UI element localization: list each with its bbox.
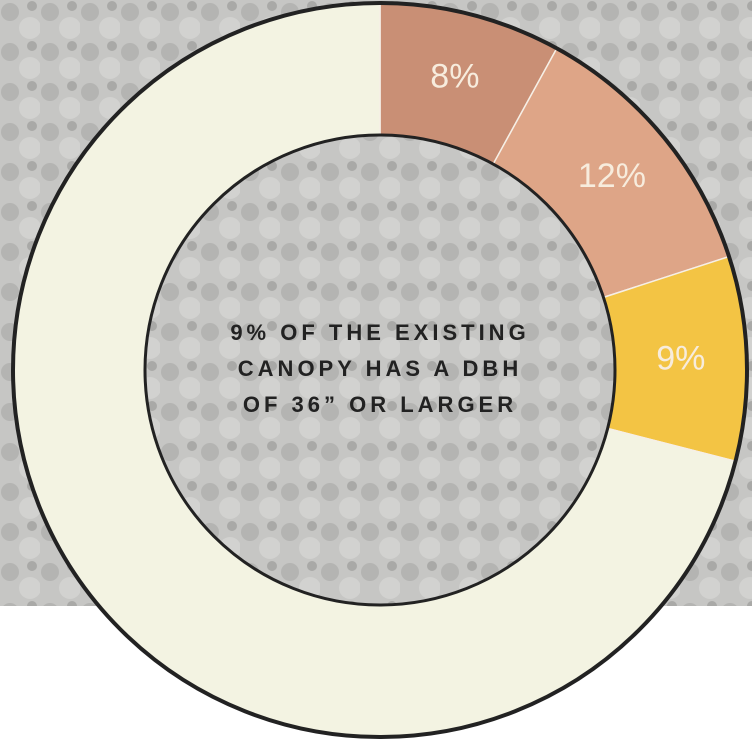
segment-label: 12% <box>578 157 646 195</box>
donut: 8% 12% 9% <box>12 2 748 738</box>
segment-label: 8% <box>430 57 479 95</box>
center-text-line: CANOPY HAS A DBH <box>238 356 522 381</box>
outer-outline <box>11 1 749 739</box>
center-text-line: 9% OF THE EXISTING <box>230 320 529 345</box>
center-note: 9% OF THE EXISTING CANOPY HAS A DBH OF 36”… <box>230 320 529 417</box>
segment-label: 9% <box>656 340 705 378</box>
center-text-line: OF 36” OR LARGER <box>243 392 517 417</box>
inner-outline <box>143 133 617 607</box>
